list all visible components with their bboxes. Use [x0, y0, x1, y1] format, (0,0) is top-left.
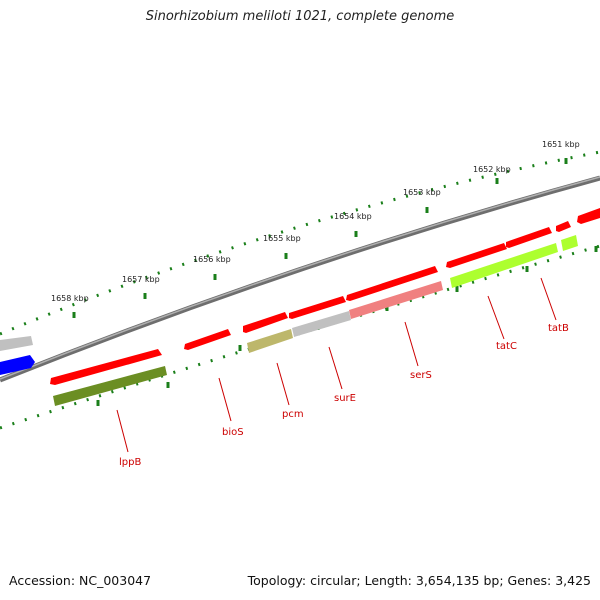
category-strip	[53, 235, 578, 406]
scale-labels: 1651 kbp 1652 kbp 1653 kbp 1654 kbp 1655…	[51, 140, 580, 303]
accession-text: Accession: NC_003047	[9, 573, 152, 588]
forward-genes	[0, 208, 600, 385]
category-bar-pcm	[247, 329, 293, 353]
label-leader-serS	[404, 321, 419, 367]
gene-label-tatB: tatB	[548, 323, 569, 334]
gene-arrow-bioS	[184, 329, 231, 350]
inner-tick-track	[0, 244, 600, 430]
category-bar-lppB	[53, 366, 167, 406]
gene-arrow-next-1	[556, 221, 571, 232]
scale-label-1651: 1651 kbp	[542, 140, 580, 149]
major-ticks	[72, 158, 598, 406]
genome-backbone	[0, 175, 600, 383]
gene-label-texts: lppB bioS pcm surE serS tatC tatB	[119, 323, 569, 468]
gene-label-surE: surE	[334, 393, 356, 404]
scale-label-1652: 1652 kbp	[473, 165, 511, 174]
outer-tick-track	[0, 150, 600, 336]
scale-label-1656: 1656 kbp	[193, 255, 231, 264]
label-leader-tatC	[487, 295, 505, 340]
gene-arrow-tatB	[506, 227, 552, 248]
label-leader-lppB	[116, 409, 129, 453]
genome-backbone-highlight	[0, 176, 600, 380]
gene-arrow-pcm	[243, 312, 288, 333]
gene-arrow-next-2	[577, 208, 600, 224]
map-title: Sinorhizobium meliloti 1021, complete ge…	[145, 9, 455, 24]
category-bar-tatC	[450, 243, 558, 288]
label-leader-pcm	[276, 362, 290, 406]
category-bar-surE	[292, 311, 351, 337]
gene-label-serS: serS	[410, 370, 432, 381]
scale-label-1657: 1657 kbp	[122, 275, 160, 284]
scale-label-1658: 1658 kbp	[51, 294, 89, 303]
gene-arrow-tatC	[446, 243, 507, 268]
label-leader-surE	[328, 346, 343, 390]
gene-label-pcm: pcm	[282, 409, 304, 420]
gene-label-tatC: tatC	[496, 341, 517, 352]
gene-arrow-edge	[0, 336, 33, 351]
gene-label-bioS: bioS	[222, 427, 244, 438]
gene-arrow-serS	[346, 266, 438, 301]
scale-label-1654: 1654 kbp	[334, 212, 372, 221]
gene-label-lppB: lppB	[119, 457, 141, 468]
genome-summary-text: Topology: circular; Length: 3,654,135 bp…	[247, 573, 591, 588]
gene-labels	[116, 277, 557, 453]
gene-arrow-blue	[0, 355, 35, 375]
category-bar-serS	[349, 281, 443, 319]
gene-arrow-lppB	[50, 349, 162, 385]
label-leader-bioS	[218, 377, 232, 422]
label-leader-tatB	[540, 277, 557, 321]
category-bar-tatB	[561, 235, 578, 251]
gene-arrow-surE	[289, 296, 346, 319]
scale-label-1653: 1653 kbp	[403, 188, 441, 197]
scale-label-1655: 1655 kbp	[263, 234, 301, 243]
